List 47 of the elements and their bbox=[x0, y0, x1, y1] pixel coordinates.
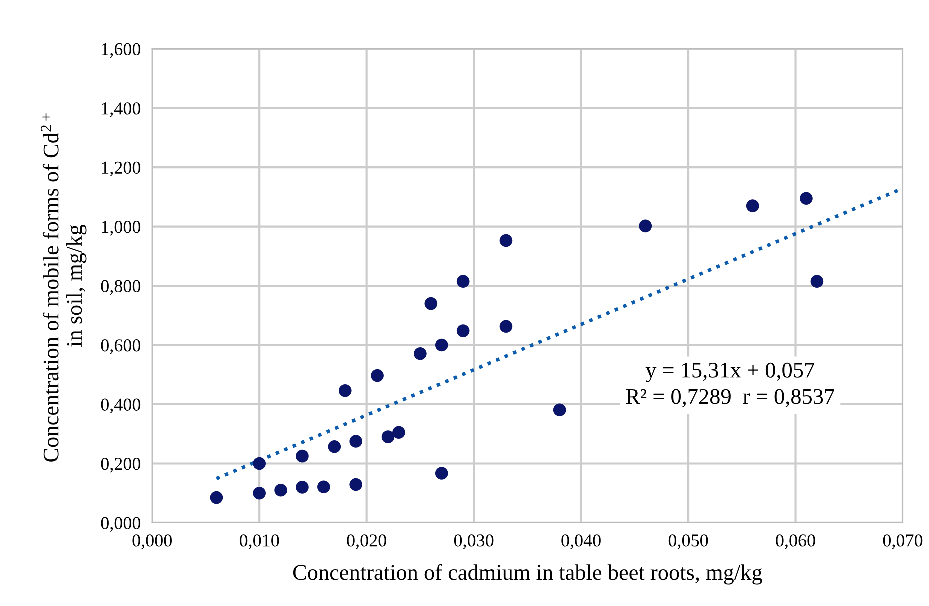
y-tick-label: 0,200 bbox=[101, 458, 141, 473]
point bbox=[456, 324, 470, 338]
point bbox=[414, 347, 427, 360]
x-tick-label: 0,010 bbox=[240, 534, 280, 550]
point bbox=[296, 481, 309, 494]
point bbox=[424, 297, 438, 310]
point bbox=[392, 426, 406, 440]
point bbox=[253, 457, 266, 470]
point bbox=[800, 192, 813, 206]
x-tick-label: 0,060 bbox=[776, 534, 816, 550]
y-tick-label: 1,200 bbox=[102, 162, 141, 177]
y-tick-label: 1,400 bbox=[102, 102, 141, 118]
point bbox=[500, 234, 513, 248]
point bbox=[350, 435, 362, 448]
point bbox=[382, 430, 395, 444]
x-tick-label: 0,000 bbox=[132, 534, 172, 550]
point bbox=[350, 478, 362, 492]
y-tick-label: 1,600 bbox=[102, 43, 141, 58]
y-tick-label: 0,600 bbox=[101, 340, 141, 354]
point bbox=[338, 384, 352, 398]
x-axis-title: Concentration of cadmium in table beet roots, mg/kg bbox=[293, 564, 762, 585]
point bbox=[810, 275, 824, 288]
annotation: y = 15,31x + 0,057 R² = 0,7289 r = 0,8537 bbox=[626, 362, 834, 408]
point bbox=[328, 440, 342, 454]
x-tick-label: 0,020 bbox=[347, 534, 386, 550]
point bbox=[371, 369, 384, 382]
x-tick-label: 0,030 bbox=[454, 534, 494, 550]
y-tick-label: 0,000 bbox=[101, 517, 141, 532]
x-tick-label: 0,070 bbox=[883, 534, 923, 550]
point bbox=[553, 404, 566, 417]
point bbox=[253, 486, 266, 500]
y-tick-label: 0,800 bbox=[101, 280, 141, 296]
point bbox=[456, 275, 470, 288]
point bbox=[500, 320, 513, 334]
point bbox=[435, 467, 448, 480]
point bbox=[639, 220, 652, 233]
point bbox=[435, 338, 448, 352]
point bbox=[274, 484, 288, 497]
point bbox=[318, 480, 330, 494]
point bbox=[210, 491, 224, 504]
text: Concentration of mobile forms of Cd$^{2+}$ in soil, mg/kg bbox=[41, 114, 87, 462]
point bbox=[746, 200, 760, 212]
point bbox=[296, 450, 309, 463]
x-tick-label: 0,050 bbox=[668, 534, 708, 550]
y-tick-label: 0,400 bbox=[101, 398, 141, 414]
y-tick-label: 1,000 bbox=[102, 221, 141, 236]
x-tick-label: 0,040 bbox=[562, 534, 601, 550]
